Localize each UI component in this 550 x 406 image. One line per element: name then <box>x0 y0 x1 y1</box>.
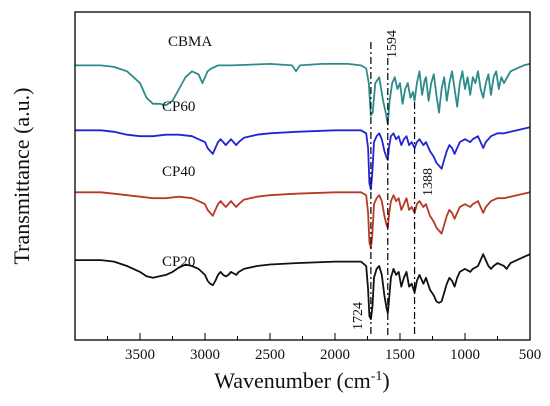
series-layer <box>75 63 531 320</box>
x-tick-label-3000: 3000 <box>190 347 220 363</box>
series-line-cbma <box>75 63 531 126</box>
series-label-cbma: CBMA <box>168 34 212 50</box>
y-axis-title: Transmittance (a.u.) <box>9 88 34 265</box>
plot-frame <box>74 11 531 341</box>
series-line-cp40 <box>75 191 531 250</box>
x-axis-title-superscript: -1 <box>371 369 383 384</box>
peak-label-1594: 1594 <box>385 30 400 58</box>
x-tick-label-2000: 2000 <box>320 347 350 363</box>
series-line-cp60 <box>75 126 531 191</box>
series-line-cp20 <box>75 253 531 320</box>
x-tick-label-2500: 2500 <box>255 347 285 363</box>
peak-label-1388: 1388 <box>421 168 436 196</box>
x-tick-label-1000: 1000 <box>450 347 480 363</box>
x-axis-title: Wavenumber (cm-1) <box>214 368 389 393</box>
peak-lines <box>370 42 416 336</box>
x-axis-title-main: Wavenumber (cm <box>214 368 370 393</box>
peak-label-1724: 1724 <box>351 302 366 330</box>
x-tick-label-3500: 3500 <box>125 347 155 363</box>
x-tick-label-500: 500 <box>519 347 542 363</box>
series-label-cp20: CP20 <box>162 254 195 270</box>
x-axis-ticks: 3500 3000 2500 2000 1500 1000 500 <box>74 333 542 363</box>
x-axis-title-close: ) <box>382 368 389 393</box>
series-label-cp60: CP60 <box>162 99 195 115</box>
x-tick-label-1500: 1500 <box>385 347 415 363</box>
series-label-cp40: CP40 <box>162 164 195 180</box>
